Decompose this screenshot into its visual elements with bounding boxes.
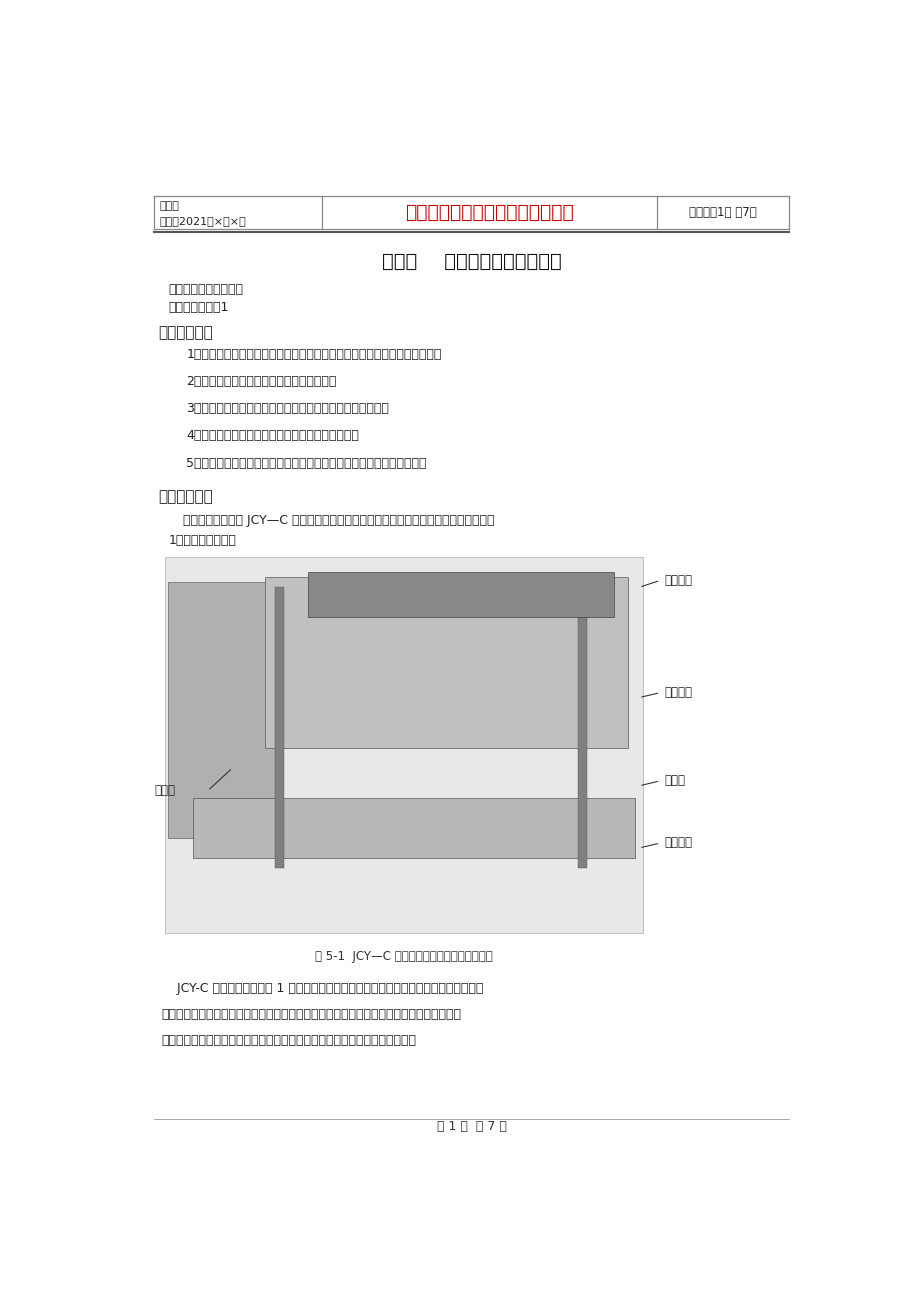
Text: 存储单元: 存储单元 (664, 836, 691, 849)
Bar (265, 577, 628, 747)
Text: 图 5-1  JCY—C 创意组合机械系统综合实验系统: 图 5-1 JCY—C 创意组合机械系统综合实验系统 (314, 949, 492, 962)
Text: 一、实验目的: 一、实验目的 (158, 326, 212, 340)
Text: 工作面: 工作面 (664, 775, 685, 788)
Text: 存储面板: 存储面板 (664, 574, 691, 587)
Text: 的标准工作台板，存储面板，储存组件的存储单元。工作台板包含四块金属板，每一个工作: 的标准工作台板，存储面板，储存组件的存储单元。工作台板包含四块金属板，每一个工作 (161, 1008, 460, 1021)
Text: 控制板: 控制板 (154, 784, 175, 797)
Bar (578, 587, 586, 868)
Text: 实验五    机械传动系统组合实验: 实验五 机械传动系统组合实验 (381, 253, 561, 271)
Text: 主要应用的设备为 JCY—C 创意组合机械系统综合实验系统，关于实验系统做如下说明：: 主要应用的设备为 JCY—C 创意组合机械系统综合实验系统，关于实验系统做如下说… (183, 514, 494, 527)
Text: 时间：2021年×月×日: 时间：2021年×月×日 (160, 216, 246, 227)
Text: 5．掌握齿轮传动系统中的多轴、混轴传动系统设计、安装及校准方法。: 5．掌握齿轮传动系统中的多轴、混轴传动系统设计、安装及校准方法。 (186, 457, 426, 470)
Text: 3．了解几种常见传动设计、组成、制作、安装与校准方法；: 3．了解几种常见传动设计、组成、制作、安装与校准方法； (186, 402, 389, 415)
Text: 1．了解带传动、链传动、齿轮传动的构成及其应用特点，认识其组成元件；: 1．了解带传动、链传动、齿轮传动的构成及其应用特点，认识其组成元件； (186, 348, 441, 361)
Bar (275, 587, 284, 868)
Bar (307, 573, 614, 617)
Bar (165, 557, 641, 934)
Text: 传动系统: 传动系统 (664, 686, 691, 699)
Text: 页码：第1页 共7页: 页码：第1页 共7页 (688, 207, 756, 219)
Text: 台板都设计有用于装配组件的狭槽和孔，工作站还包括一个电动机控制单元。: 台板都设计有用于装配组件的狭槽和孔，工作站还包括一个电动机控制单元。 (161, 1034, 416, 1047)
Bar (193, 798, 635, 858)
Bar (168, 582, 278, 838)
Text: 1．系统的主要组成: 1．系统的主要组成 (168, 534, 236, 547)
Text: 第 1 页  共 7 页: 第 1 页 共 7 页 (437, 1120, 505, 1133)
Text: 二、实验设备: 二、实验设备 (158, 490, 212, 505)
Text: 2．了解不同类型及其在工程实际中的应用；: 2．了解不同类型及其在工程实际中的应用； (186, 375, 336, 388)
Text: JCY-C 机械驱动系统如图 1 所示，此系统包括一个活动的工作站，用于装配机械系统的: JCY-C 机械驱动系统如图 1 所示，此系统包括一个活动的工作站，用于装配机械… (161, 982, 483, 995)
Text: 编号：: 编号： (160, 202, 179, 211)
Text: 实验项目性质：综合性: 实验项目性质：综合性 (168, 283, 244, 296)
Text: 实验计划学时：1: 实验计划学时：1 (168, 301, 229, 314)
Text: 4．能将几种传动形式组合，并完成安装调试工作；: 4．能将几种传动形式组合，并完成安装调试工作； (186, 430, 358, 443)
Text: 书山有路勤为径，学海无涯苦作舟: 书山有路勤为径，学海无涯苦作舟 (404, 203, 573, 223)
